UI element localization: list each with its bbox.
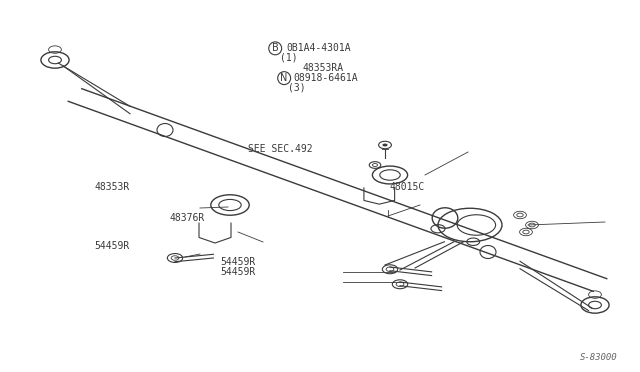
Text: S-83000: S-83000 bbox=[580, 353, 618, 362]
Text: 48353R: 48353R bbox=[95, 182, 130, 192]
Text: 54459R: 54459R bbox=[221, 257, 256, 267]
Text: 48015C: 48015C bbox=[389, 182, 424, 192]
Text: 08918-6461A: 08918-6461A bbox=[293, 73, 358, 83]
Text: 48376R: 48376R bbox=[170, 213, 205, 222]
Text: 48353RA: 48353RA bbox=[302, 63, 343, 73]
Text: (1): (1) bbox=[280, 53, 298, 62]
Text: N: N bbox=[280, 73, 288, 83]
Text: 0B1A4-4301A: 0B1A4-4301A bbox=[287, 44, 351, 53]
Text: 54459R: 54459R bbox=[221, 267, 256, 276]
Text: SEE SEC.492: SEE SEC.492 bbox=[248, 144, 313, 154]
Text: (3): (3) bbox=[288, 83, 306, 92]
Text: B: B bbox=[272, 44, 278, 53]
Circle shape bbox=[383, 144, 388, 147]
Text: 54459R: 54459R bbox=[95, 241, 130, 251]
